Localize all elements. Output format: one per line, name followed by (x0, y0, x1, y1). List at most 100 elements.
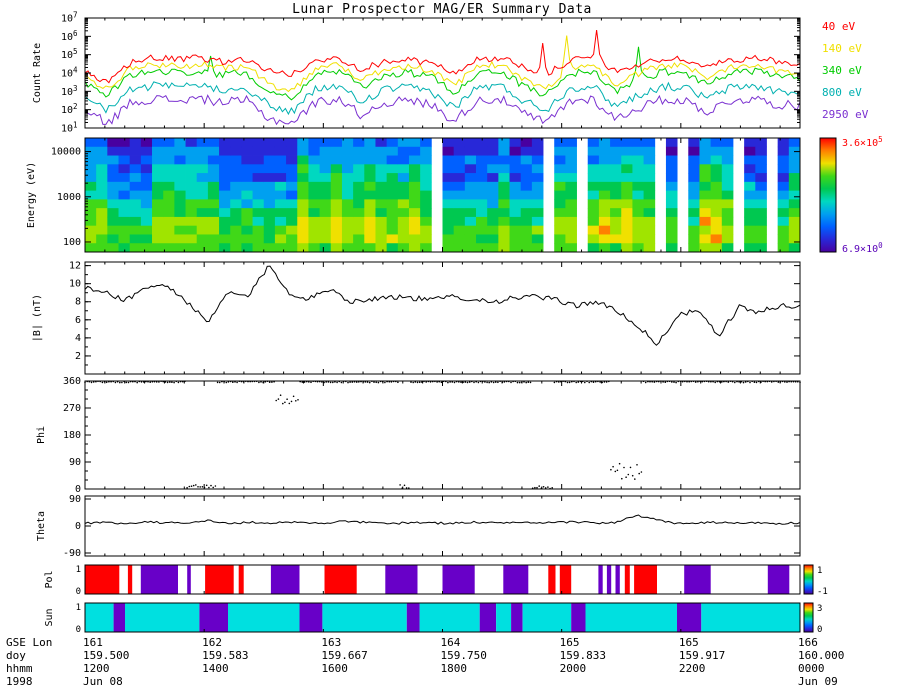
phi-dot (164, 381, 167, 383)
spec-cell (565, 216, 577, 227)
phi-dot (614, 470, 617, 473)
spec-cell (397, 190, 410, 200)
spec-cell (476, 173, 488, 183)
spec-cell (610, 173, 622, 183)
colorbar-min-label: 6.9×100 (842, 241, 883, 255)
xaxis-value: 159.917 (679, 649, 725, 662)
spec-cell (129, 243, 142, 253)
spec-cell (464, 199, 477, 209)
spec-cell (520, 234, 533, 244)
spec-cell (174, 199, 186, 209)
spec-cell (341, 181, 354, 192)
pol-segment (385, 565, 418, 594)
phi-dot (288, 402, 291, 405)
spec-cell (353, 155, 365, 165)
spec-cell (185, 216, 198, 227)
spec-cell (587, 173, 600, 183)
spec-cell (319, 225, 332, 235)
spectrogram-heatmap (85, 138, 801, 253)
spec-cell (297, 181, 309, 192)
phi-dot (777, 381, 780, 383)
spec-cell (152, 164, 164, 174)
spec-cell (140, 216, 153, 227)
spec-cell (643, 181, 656, 192)
spec-cell (118, 146, 131, 156)
phi-dot (405, 487, 408, 489)
spec-cell (744, 208, 756, 218)
spec-cell (107, 173, 119, 183)
spec-cell (665, 243, 678, 253)
phi-dot (749, 381, 751, 384)
spec-cell (487, 216, 499, 227)
pol-ytick-top: 1 (76, 565, 81, 575)
spec-cell (319, 146, 332, 156)
spec-cell (744, 225, 756, 235)
spec-cell (152, 225, 164, 235)
spec-cell (207, 146, 220, 156)
spec-cell (453, 199, 466, 209)
spec-cell (688, 208, 700, 218)
spec-cell (498, 208, 510, 218)
spec-cell (509, 138, 522, 148)
spec-cell (665, 190, 678, 200)
spec-cell (744, 199, 756, 209)
phi-dot (284, 401, 286, 404)
spec-cell (420, 146, 432, 156)
spec-cell (587, 208, 600, 218)
spec-cell (665, 138, 678, 148)
spec-cell (163, 173, 175, 183)
xaxis-value: 159.667 (321, 649, 367, 662)
pol-segment (548, 565, 556, 594)
phi-dot (127, 381, 130, 384)
spec-cell (207, 164, 220, 174)
spec-cell (319, 155, 332, 165)
spec-cell (587, 138, 600, 148)
spec-cell (598, 216, 611, 227)
spec-cell (420, 234, 432, 244)
phi-dot (414, 381, 417, 383)
sun-segment (511, 603, 523, 632)
spec-cell (341, 173, 354, 183)
spec-cell (464, 234, 477, 244)
spec-cell (420, 225, 432, 235)
spec-cell (163, 155, 175, 165)
spec-cell (163, 181, 175, 192)
spec-cell (230, 181, 242, 192)
spec-cell (788, 208, 801, 218)
phi-dot (214, 485, 217, 487)
spec-cell (721, 225, 734, 235)
pol-segment (615, 565, 620, 594)
spec-cell (509, 190, 522, 200)
xaxis-value: 163 (321, 636, 341, 649)
spec-cell (498, 181, 510, 192)
spec-cell (174, 138, 186, 148)
pol-segment (624, 565, 630, 594)
sun-segment (677, 603, 702, 632)
spec-cell (252, 234, 265, 244)
spec-cell (230, 173, 242, 183)
spec-cell (531, 181, 544, 192)
spec-cell (185, 146, 198, 156)
spec-cell (118, 138, 131, 148)
spec-cell (408, 225, 421, 235)
phi-dot (340, 381, 343, 384)
spec-cell (219, 146, 231, 156)
spec-cell (207, 243, 220, 253)
sun-axis-label: Sun (44, 608, 55, 626)
spec-cell (386, 234, 399, 244)
spec-cell (263, 199, 276, 209)
spec-cell (487, 243, 499, 253)
sun-segment (228, 603, 300, 632)
pol-segment (205, 565, 234, 594)
spec-cell (777, 243, 790, 253)
bmag-ytick-label: 4 (75, 333, 81, 344)
spec-cell (408, 208, 421, 218)
spec-cell (487, 225, 499, 235)
spec-cell (341, 199, 354, 209)
spec-cell (643, 199, 656, 209)
spec-cell (364, 146, 376, 156)
sun-segment (585, 603, 677, 632)
phi-dot (186, 487, 188, 489)
spec-cell (174, 146, 186, 156)
spec-cell (96, 155, 108, 165)
